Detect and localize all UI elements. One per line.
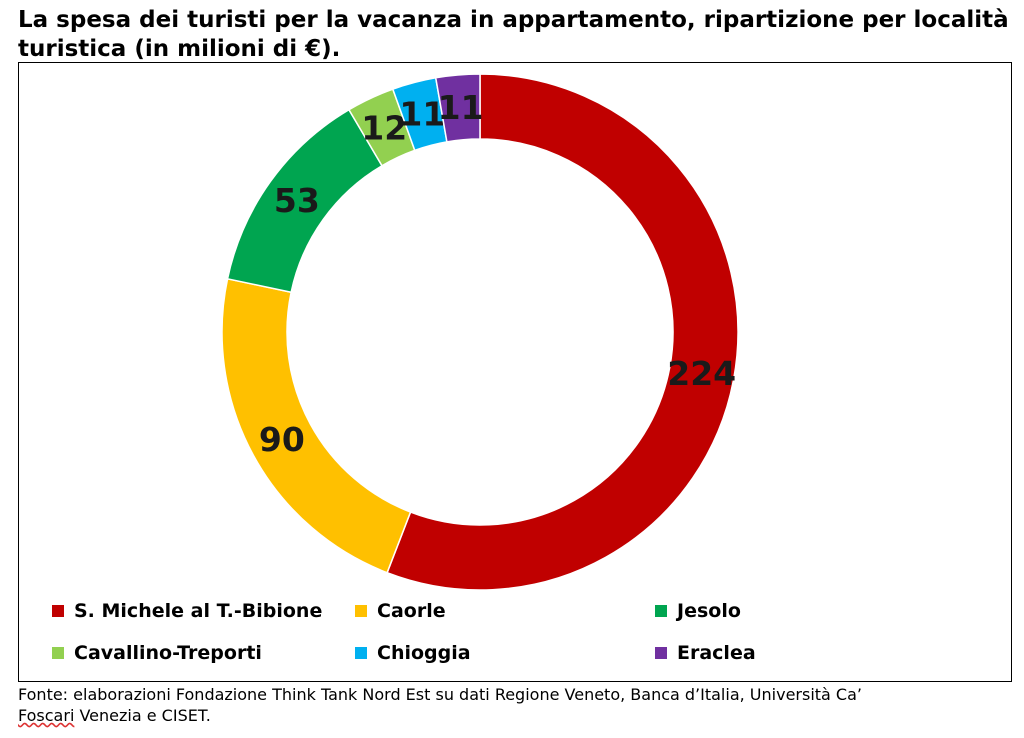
slice-value-label: 12 (361, 108, 407, 147)
legend-label: Eraclea (677, 642, 756, 664)
legend-swatch (655, 605, 667, 617)
source-line-1: Fonte: elaborazioni Fondazione Think Tan… (18, 685, 862, 704)
legend-label: Jesolo (677, 600, 741, 622)
chart-title: La spesa dei turisti per la vacanza in a… (18, 7, 1009, 62)
legend-swatch (655, 647, 667, 659)
donut-slice (221, 277, 412, 574)
legend-label: S. Michele al T.-Bibione (74, 600, 323, 622)
slice-value-label: 90 (259, 420, 305, 459)
legend-swatch (355, 605, 367, 617)
legend-swatch (52, 605, 64, 617)
chart-frame (18, 62, 1012, 682)
donut-slice (386, 73, 739, 591)
legend-item: Eraclea (655, 642, 756, 664)
legend-label: Chioggia (377, 642, 471, 664)
source-note: Fonte: elaborazioni Fondazione Think Tan… (18, 684, 1018, 726)
slice-value-label: 53 (274, 181, 320, 220)
legend-label: Cavallino-Treporti (74, 642, 262, 664)
legend-item: S. Michele al T.-Bibione (52, 600, 322, 622)
legend-swatch (52, 647, 64, 659)
legend-item: Chioggia (355, 642, 471, 664)
source-line-2: Venezia e CISET. (74, 706, 211, 725)
slice-value-label: 11 (438, 88, 484, 127)
legend-item: Jesolo (655, 600, 741, 622)
legend-item: Caorle (355, 600, 446, 622)
source-underlined-word: Foscari (18, 706, 75, 725)
chart-legend: S. Michele al T.-Bibione Caorle Jesolo C… (30, 590, 790, 685)
legend-item: Cavallino-Treporti (52, 642, 262, 664)
legend-label: Caorle (377, 600, 446, 622)
slice-value-label: 11 (399, 94, 445, 133)
slice-value-label: 224 (667, 354, 736, 393)
donut-slice (434, 73, 481, 143)
legend-swatch (355, 647, 367, 659)
